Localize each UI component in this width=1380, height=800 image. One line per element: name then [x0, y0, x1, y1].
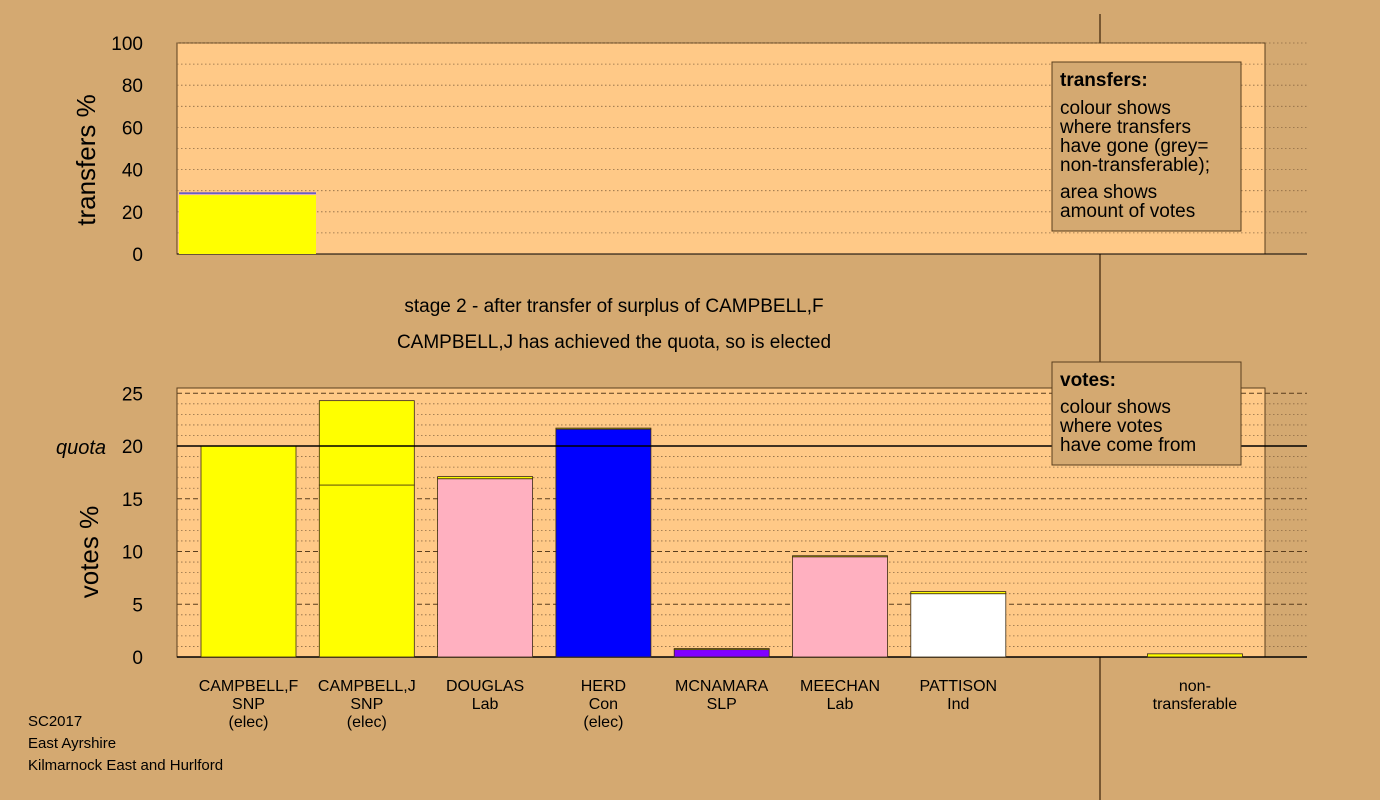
candidate-label: SLP [707, 696, 737, 713]
legend-line: colour shows [1060, 98, 1171, 119]
quota-label: quota [56, 437, 106, 459]
votes-bars [200, 400, 1243, 658]
candidate-label: SNP [350, 696, 383, 713]
vote-segment [437, 478, 534, 658]
votes-axis-title: votes % [74, 506, 104, 599]
votes-candidate-labels: CAMPBELL,FSNP(elec)CAMPBELL,JSNP(elec)DO… [199, 678, 1238, 731]
transfer-segment [179, 192, 316, 194]
vote-segment [910, 591, 1007, 595]
candidate-label: CAMPBELL,F [199, 678, 299, 695]
vote-segment [318, 484, 415, 658]
y-tick-label: 80 [122, 76, 143, 97]
vote-segment [1147, 653, 1243, 658]
candidate-label: DOUGLAS [446, 678, 524, 695]
y-tick-label: 15 [122, 490, 143, 511]
legend-line: area shows [1060, 182, 1157, 203]
candidate-label: MEECHAN [800, 678, 880, 695]
candidate-label: (elec) [228, 714, 268, 731]
candidate-label: non- [1179, 678, 1211, 695]
vote-segment [673, 648, 770, 651]
vote-segment [437, 476, 534, 480]
transfers-axis-title: transfers % [71, 94, 101, 226]
candidate-label: Ind [947, 696, 969, 713]
legend-line: amount of votes [1060, 201, 1195, 222]
vote-segment [318, 400, 415, 486]
transfer-segment [179, 193, 316, 195]
vote-segment [792, 556, 888, 658]
y-tick-label: 20 [122, 203, 143, 224]
votes-y-ticks: 0 5 10 15 20 25 [122, 384, 143, 669]
transfers-bars [179, 192, 316, 254]
transfers-y-ticks: 0 20 40 60 80 100 [111, 34, 143, 266]
y-tick-label: 0 [132, 245, 143, 266]
vote-segment [910, 593, 1007, 658]
vote-segment [673, 649, 770, 658]
y-tick-label: 10 [122, 543, 143, 564]
candidate-label: Con [589, 696, 618, 713]
candidate-label: MCNAMARA [675, 678, 769, 695]
vote-segment [200, 445, 297, 658]
candidate-label: Lab [827, 696, 854, 713]
y-tick-label: 5 [132, 595, 143, 616]
candidate-label: Lab [472, 696, 499, 713]
vote-segment [792, 555, 888, 558]
y-tick-label: 20 [122, 437, 143, 458]
footer-ward: Kilmarnock East and Hurlford [28, 757, 223, 774]
vote-segment [555, 427, 652, 430]
transfers-grid [177, 42, 1307, 255]
y-tick-label: 100 [111, 34, 143, 55]
transfers-legend-box [1051, 61, 1242, 232]
transfers-legend-title: transfers: [1060, 70, 1148, 91]
footer-election: SC2017 [28, 713, 82, 730]
candidate-label: (elec) [583, 714, 623, 731]
footer-council: East Ayrshire [28, 735, 116, 752]
y-tick-label: 0 [132, 648, 143, 669]
candidate-label: CAMPBELL,J [318, 678, 416, 695]
legend-line: colour shows [1060, 397, 1171, 418]
transfer-segment [179, 194, 316, 196]
legend-line: non-transferable); [1060, 155, 1210, 176]
candidate-label: SNP [232, 696, 265, 713]
candidate-label: transferable [1153, 696, 1238, 713]
legend-line: where transfers [1059, 117, 1191, 138]
candidate-label: (elec) [347, 714, 387, 731]
y-tick-label: 60 [122, 118, 143, 139]
transfer-segment [179, 194, 316, 254]
vote-segment [555, 428, 652, 658]
votes-legend-title: votes: [1060, 370, 1116, 391]
legend-line: have gone (grey= [1060, 136, 1208, 157]
y-tick-label: 40 [122, 161, 143, 182]
legend-line: where votes [1059, 416, 1162, 437]
elected-caption: CAMPBELL,J has achieved the quota, so is… [397, 332, 831, 353]
y-tick-label: 25 [122, 384, 143, 405]
legend-line: have come from [1060, 435, 1196, 456]
stage-caption: stage 2 - after transfer of surplus of C… [404, 296, 823, 317]
votes-legend-box [1051, 361, 1242, 466]
candidate-label: PATTISON [919, 678, 997, 695]
candidate-label: HERD [581, 678, 626, 695]
